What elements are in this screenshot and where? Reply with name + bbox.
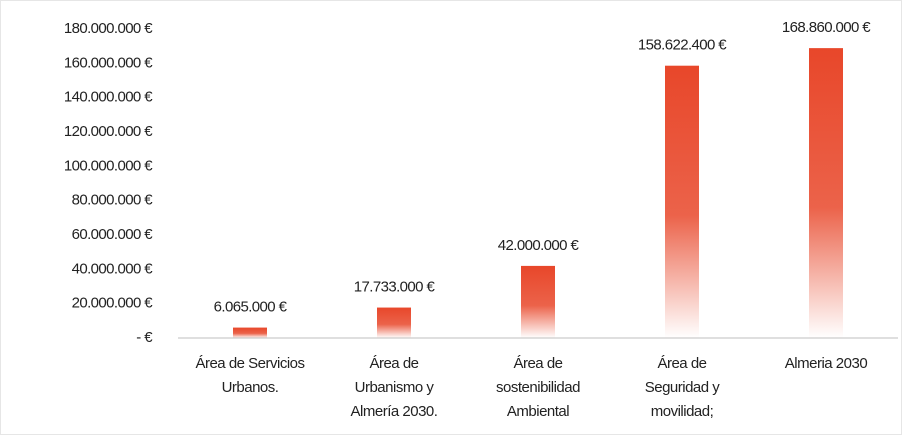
y-tick-label: 140.000.000 € — [64, 89, 153, 106]
y-tick-label: - € — [136, 329, 153, 346]
value-label: 168.860.000 € — [782, 19, 871, 36]
value-label: 158.622.400 € — [638, 37, 727, 54]
bar — [809, 48, 843, 339]
y-tick-label: 60.000.000 € — [72, 226, 154, 243]
y-tick-label: 80.000.000 € — [72, 192, 154, 209]
y-tick-label: 100.000.000 € — [64, 157, 153, 174]
x-tick-label: Área de Seguridad y movilidad; — [644, 355, 720, 420]
bar — [521, 265, 555, 338]
y-tick-label: 160.000.000 € — [64, 54, 153, 71]
value-label: 42.000.000 € — [498, 237, 580, 254]
bar — [233, 327, 267, 338]
bar — [377, 307, 411, 338]
x-tick-label: Área de Servicios Urbanos. — [195, 355, 305, 396]
y-tick-label: 180.000.000 € — [64, 20, 153, 37]
y-tick-label: 40.000.000 € — [72, 260, 154, 277]
x-tick-label: Área de Urbanismo y Almería 2030. — [350, 355, 438, 420]
x-tick-label: Área de sostenibilidad Ambiental — [496, 355, 580, 420]
y-tick-label: 120.000.000 € — [64, 123, 153, 140]
bar — [665, 65, 699, 338]
value-label: 6.065.000 € — [214, 299, 288, 316]
x-tick-label: Almeria 2030 — [784, 355, 868, 372]
y-tick-label: 20.000.000 € — [72, 295, 154, 312]
value-label: 17.733.000 € — [354, 279, 436, 296]
